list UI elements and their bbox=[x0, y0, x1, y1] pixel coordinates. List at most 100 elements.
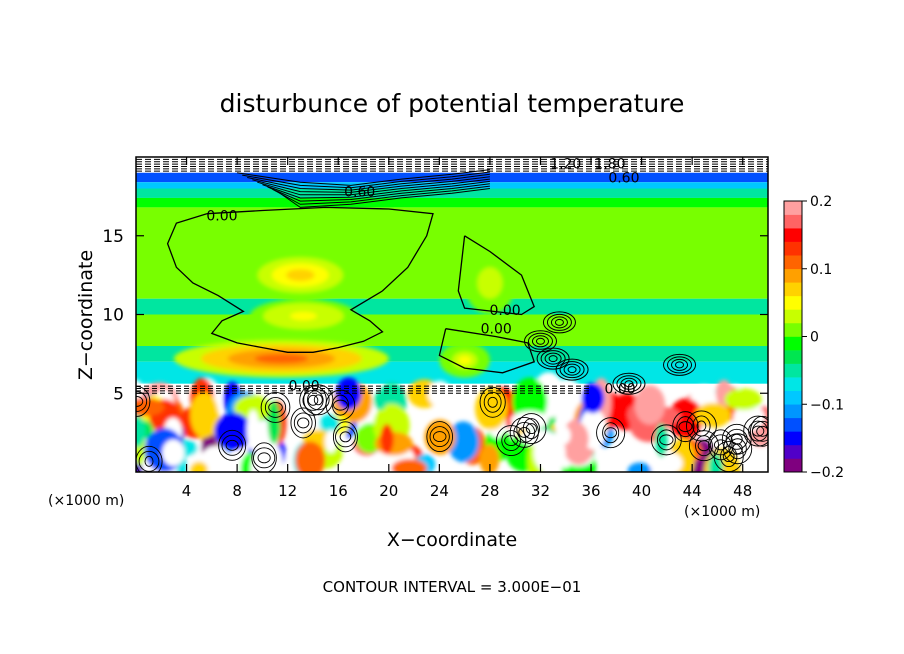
contour-label: 1.20 bbox=[550, 156, 581, 172]
contour-line bbox=[672, 411, 699, 443]
contour-label: 0.60 bbox=[608, 170, 639, 186]
contour-line bbox=[555, 358, 589, 381]
turbulent-patch bbox=[136, 415, 146, 448]
turbulent-patch bbox=[627, 462, 652, 472]
colorbar-tick-label: 0 bbox=[810, 330, 819, 346]
contour-line bbox=[696, 420, 707, 432]
x-tick-label: 4 bbox=[182, 482, 192, 500]
z-unit-label: (×1000 m) bbox=[48, 493, 124, 509]
contour-line bbox=[756, 425, 768, 437]
contour-line bbox=[272, 185, 490, 205]
contour-label: 0.60 bbox=[344, 185, 375, 201]
colorbar-cell bbox=[784, 458, 802, 473]
turbulent-patch bbox=[136, 397, 165, 417]
contour-line bbox=[612, 372, 646, 395]
contour-line bbox=[544, 352, 562, 365]
contour-line bbox=[656, 429, 676, 451]
turbulent-patch bbox=[651, 451, 683, 472]
contour-line bbox=[692, 415, 711, 437]
turbulent-patch bbox=[190, 391, 219, 439]
contour-line bbox=[242, 171, 490, 189]
warm-anomaly bbox=[286, 269, 315, 282]
contour-line bbox=[144, 455, 154, 467]
turbulent-patch bbox=[655, 423, 668, 458]
turbulent-patch bbox=[319, 414, 340, 433]
x-tick-label: 28 bbox=[480, 482, 499, 500]
colorbar: 0.2 0.1 0 −0.1 −0.2 bbox=[783, 194, 844, 481]
turbulent-patch bbox=[533, 432, 566, 472]
contour-line bbox=[335, 426, 356, 448]
turbulent-patch bbox=[295, 441, 326, 472]
contour-interval-note: CONTOUR INTERVAL = 3.000E−01 bbox=[323, 578, 582, 596]
colorbar-cell bbox=[784, 241, 802, 256]
warm-anomaly bbox=[254, 353, 309, 364]
colorbar-cell bbox=[784, 444, 802, 459]
contour-line bbox=[720, 446, 738, 468]
x-tick-label: 44 bbox=[683, 482, 702, 500]
contour-label: 0.00 bbox=[490, 303, 521, 319]
contour-line bbox=[604, 427, 618, 439]
colorbar-cell bbox=[784, 295, 802, 310]
colorbar-cell bbox=[784, 309, 802, 324]
contour-label: 0.00 bbox=[206, 208, 237, 224]
turbulent-patch bbox=[190, 461, 208, 472]
contour-line bbox=[277, 188, 490, 208]
colorbar-tick-label: −0.1 bbox=[810, 397, 844, 413]
turbulent-patch bbox=[474, 387, 508, 430]
warm-anomalies bbox=[173, 251, 516, 378]
contour-line bbox=[518, 426, 531, 438]
turbulent-patch bbox=[564, 422, 589, 456]
contour-line bbox=[302, 389, 324, 411]
x-tick-label: 20 bbox=[379, 482, 398, 500]
turbulent-patch bbox=[724, 388, 762, 411]
contour-line bbox=[624, 380, 634, 388]
contour-line bbox=[548, 355, 558, 363]
field-band bbox=[136, 197, 768, 208]
turbulent-layer bbox=[136, 372, 768, 472]
contour-line bbox=[559, 361, 585, 379]
contour-line bbox=[602, 422, 620, 444]
y-tick-label: 5 bbox=[113, 384, 124, 404]
turbulent-patch bbox=[391, 458, 428, 472]
y-axis-ticks: 5 10 15 bbox=[102, 227, 768, 404]
contour-line bbox=[264, 396, 287, 418]
turbulent-patch bbox=[246, 409, 260, 451]
contour-line bbox=[332, 421, 358, 453]
contour-line bbox=[675, 361, 685, 369]
contour-line bbox=[743, 415, 768, 447]
colorbar-cell bbox=[784, 268, 802, 283]
contour-line bbox=[550, 316, 568, 329]
contour-line bbox=[136, 445, 163, 472]
x-tick-label: 16 bbox=[329, 482, 348, 500]
contour-line bbox=[333, 399, 348, 411]
contour-label: 1.80 bbox=[594, 156, 625, 172]
contour-line bbox=[536, 347, 570, 370]
contour-line bbox=[252, 447, 276, 469]
turbulent-patch bbox=[733, 404, 766, 431]
x-tick-label: 32 bbox=[531, 482, 550, 500]
contour-line bbox=[522, 418, 540, 440]
contour-line bbox=[306, 389, 330, 411]
contour-line bbox=[686, 410, 717, 442]
contour-line bbox=[535, 337, 545, 345]
turbulent-patch bbox=[695, 402, 731, 428]
colorbar-tick-label: 0.2 bbox=[810, 194, 832, 210]
colorbar-cell bbox=[784, 350, 802, 364]
contour-line bbox=[267, 183, 490, 202]
colorbar-cell bbox=[784, 255, 802, 270]
colorbar-cell bbox=[784, 322, 802, 337]
colorbar-cell bbox=[784, 282, 802, 297]
contour-line bbox=[303, 384, 334, 416]
contour-line bbox=[751, 425, 765, 437]
contour-lines bbox=[136, 158, 768, 472]
turbulent-patch bbox=[556, 387, 577, 421]
field-band bbox=[136, 207, 768, 299]
contour-line bbox=[260, 391, 291, 423]
x-tick-label: 36 bbox=[581, 482, 600, 500]
contour-line bbox=[542, 311, 576, 334]
turbulent-patch bbox=[581, 382, 605, 414]
contour-line bbox=[531, 335, 549, 348]
contour-line bbox=[483, 391, 502, 413]
